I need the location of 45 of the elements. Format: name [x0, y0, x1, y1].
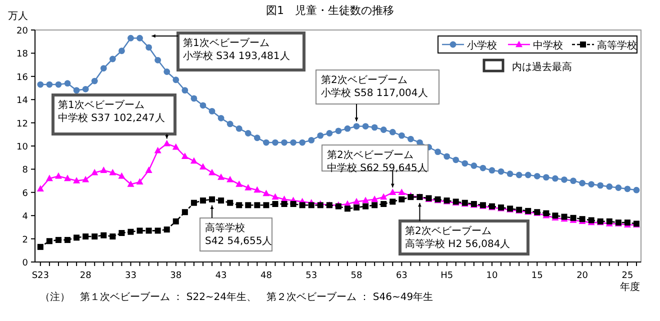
x-tick-label: 43 [215, 271, 227, 281]
legend-label: 中学校 [533, 40, 563, 52]
x-tick-label: 25 [622, 271, 634, 281]
y-tick-label: 6 [22, 188, 28, 199]
annotation: 中学校 S37 102,247人 [58, 112, 165, 124]
x-tick-label: 28 [80, 271, 92, 281]
annotation: 第1次ベビーブーム [183, 37, 270, 49]
x-tick-label: 38 [170, 271, 182, 281]
y-tick-label: 20 [16, 26, 28, 36]
annotation: 内は過去最高 [512, 61, 572, 73]
y-tick-label: 0 [22, 258, 28, 268]
y-tick-label: 8 [22, 166, 28, 176]
y-tick-label: 18 [16, 50, 28, 60]
annotation: S42 54,655人 [205, 236, 272, 247]
annotation: 第2次ベビーブーム [327, 149, 414, 161]
y-tick-label: 4 [22, 212, 28, 222]
x-tick-label: 58 [350, 271, 363, 281]
y-tick-label: 10 [16, 142, 28, 152]
annotation: 小学校 S34 193,481人 [183, 50, 290, 62]
y-tick-label: 12 [16, 119, 28, 130]
annotation: 小学校 S58 117,004人 [321, 87, 428, 99]
legend-label: 高等学校 [597, 40, 637, 52]
y-tick-label: 14 [16, 96, 28, 106]
x-tick-label: 63 [396, 271, 408, 281]
legend-label: 小学校 [467, 40, 497, 52]
x-tick-label: 10 [486, 271, 498, 281]
x-tick-label: 33 [125, 271, 136, 281]
annotation: 第2次ベビーブーム [321, 74, 408, 86]
annotation: 高等学校 [205, 222, 245, 234]
y-tick-label: 2 [22, 235, 28, 246]
text: （注） 第１次ベビーブーム ： S22~24年生、 第２次ベビーブーム ： S46~49年生 [40, 291, 434, 303]
y-tick-label: 16 [16, 72, 28, 83]
annotation: 第2次ベビーブーム [405, 225, 492, 237]
annotation: 中学校 S62 59,645人 [327, 162, 428, 174]
annotation: 第1次ベビーブーム [58, 99, 144, 111]
x-axis-title: 年度 [620, 281, 640, 293]
x-tick-label: 48 [260, 271, 272, 281]
x-tick-label: 53 [306, 271, 318, 281]
x-tick-label: S23 [32, 271, 50, 281]
x-tick-label: H5 [440, 271, 454, 281]
annotation: 高等学校 H2 56,084人 [405, 238, 510, 250]
y-axis-title: 万人 [8, 11, 28, 22]
x-tick-label: 20 [576, 271, 588, 281]
x-tick-label: 15 [531, 271, 543, 281]
chart-title: 図1 児童・生徒数の推移 [266, 4, 394, 17]
